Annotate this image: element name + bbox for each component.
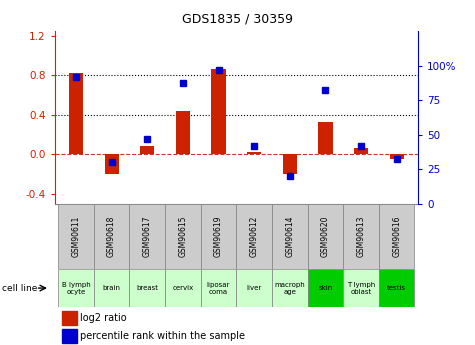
Text: GSM90614: GSM90614 (285, 216, 294, 257)
Text: liposar
coma: liposar coma (207, 282, 230, 295)
Text: cervix: cervix (172, 285, 193, 291)
Bar (237, 269, 272, 307)
Bar (390, 154, 404, 159)
Bar (94, 269, 129, 307)
Bar (283, 154, 297, 174)
Bar (308, 204, 343, 269)
Text: GSM90613: GSM90613 (357, 216, 365, 257)
Bar (165, 269, 200, 307)
Bar (69, 73, 83, 154)
Text: GSM90615: GSM90615 (179, 216, 187, 257)
Bar (343, 204, 379, 269)
Bar (129, 204, 165, 269)
Bar (211, 69, 226, 154)
Text: cell line: cell line (2, 284, 38, 293)
Text: B lymph
ocyte: B lymph ocyte (62, 282, 90, 295)
Bar (237, 204, 272, 269)
Bar (272, 269, 308, 307)
Text: GSM90616: GSM90616 (392, 216, 401, 257)
Text: GSM90611: GSM90611 (72, 216, 80, 257)
Bar (58, 204, 94, 269)
Bar (247, 152, 261, 154)
Bar (129, 269, 165, 307)
Text: liver: liver (247, 285, 262, 291)
Text: GSM90619: GSM90619 (214, 216, 223, 257)
Bar (308, 269, 343, 307)
Text: testis: testis (387, 285, 406, 291)
Bar (165, 204, 200, 269)
Bar (94, 204, 129, 269)
Text: GSM90620: GSM90620 (321, 216, 330, 257)
Text: percentile rank within the sample: percentile rank within the sample (80, 331, 245, 341)
Text: brain: brain (103, 285, 121, 291)
Text: log2 ratio: log2 ratio (80, 313, 127, 323)
Bar (201, 269, 237, 307)
Bar (343, 269, 379, 307)
Bar (104, 154, 119, 174)
Text: GSM90618: GSM90618 (107, 216, 116, 257)
Bar (318, 122, 332, 154)
Text: skin: skin (318, 285, 332, 291)
Bar (140, 146, 154, 154)
Bar (62, 311, 77, 325)
Text: T lymph
oblast: T lymph oblast (347, 282, 375, 295)
Bar (272, 204, 308, 269)
Bar (62, 329, 77, 343)
Text: breast: breast (136, 285, 158, 291)
Bar (354, 148, 368, 154)
Text: GDS1835 / 30359: GDS1835 / 30359 (182, 12, 293, 25)
Bar (379, 269, 414, 307)
Text: GSM90612: GSM90612 (250, 216, 258, 257)
Bar (58, 269, 94, 307)
Bar (201, 204, 237, 269)
Bar (176, 111, 190, 154)
Text: GSM90617: GSM90617 (143, 216, 152, 257)
Bar (379, 204, 414, 269)
Text: macroph
age: macroph age (275, 282, 305, 295)
